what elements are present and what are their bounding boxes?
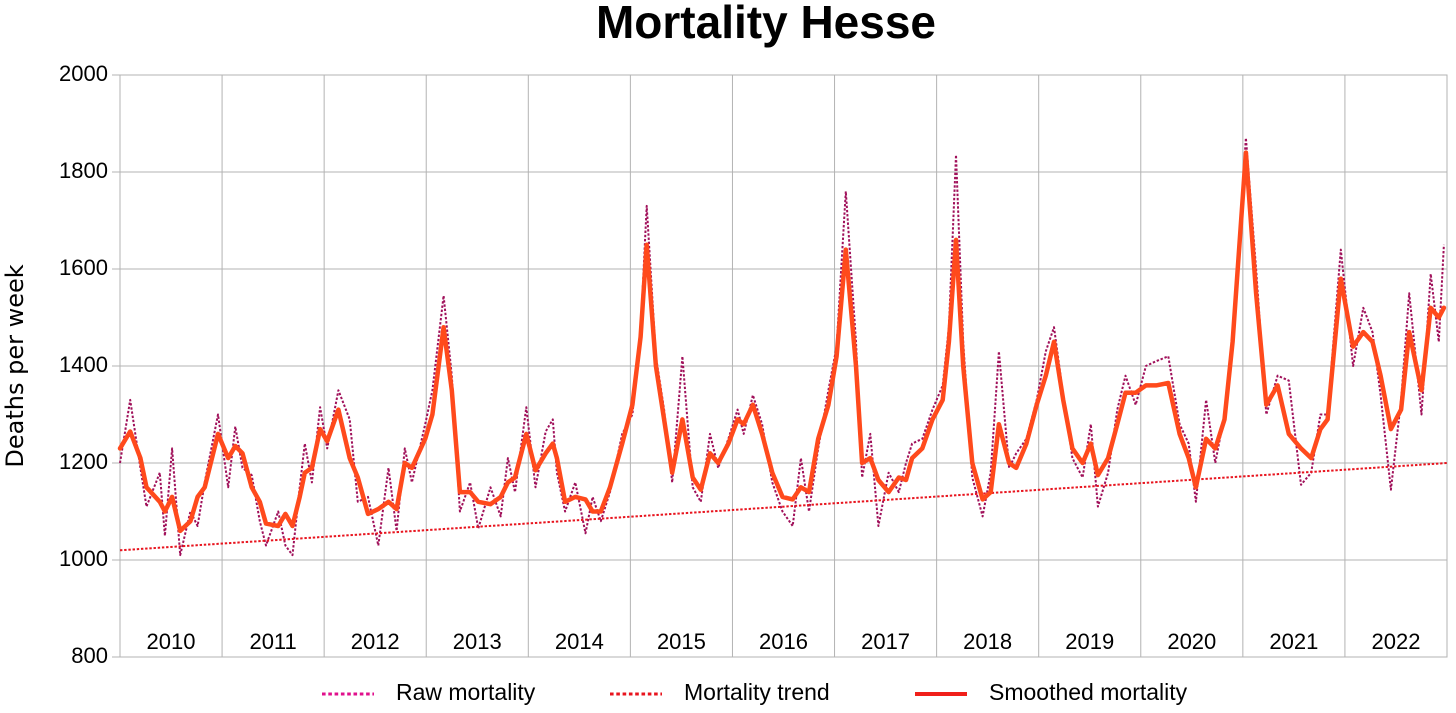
y-tick-label: 1800 [59, 158, 108, 183]
legend: Raw mortality Mortality trend Smoothed mor… [322, 679, 1188, 705]
x-tick-label: 2021 [1269, 629, 1318, 654]
plot-lines [117, 137, 1448, 557]
x-tick-label: 2011 [249, 629, 296, 654]
y-tick-label: 1200 [59, 449, 108, 474]
x-tick-label: 2015 [657, 629, 706, 654]
y-tick-label: 1600 [59, 255, 108, 280]
chart-title: Mortality Hesse [596, 0, 936, 48]
plot-frame [119, 74, 1448, 658]
x-tick-label: 2016 [759, 629, 808, 654]
x-tick-label: 2019 [1065, 629, 1114, 654]
legend-label: Mortality trend [684, 679, 830, 705]
legend-label: Smoothed mortality [989, 679, 1188, 705]
x-tick-label: 2012 [351, 629, 400, 654]
x-tick-label: 2022 [1371, 629, 1420, 654]
y-tick-label: 800 [71, 643, 108, 668]
x-tick-label: 2014 [555, 629, 604, 654]
legend-label: Raw mortality [396, 679, 536, 705]
series-line [119, 462, 1448, 552]
y-axis-label: Deaths per week [1, 264, 29, 467]
y-tick-label: 1000 [59, 546, 108, 571]
x-tick-label: 2020 [1167, 629, 1216, 654]
x-tick-label: 2018 [963, 629, 1012, 654]
y-tick-label: 1400 [59, 352, 108, 377]
grid: 800 1000 1200 1400 1600 1800 2000 2010 2011 2012 2… [59, 61, 1448, 668]
x-tick-label: 2010 [147, 629, 196, 654]
series-line [117, 150, 1447, 534]
x-tick-label: 2013 [453, 629, 502, 654]
y-tick-label: 2000 [59, 61, 108, 86]
x-tick-label: 2017 [861, 629, 910, 654]
